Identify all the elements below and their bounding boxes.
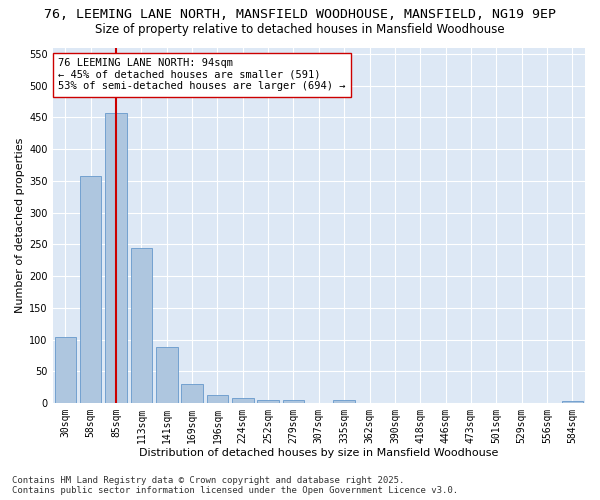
Text: 76 LEEMING LANE NORTH: 94sqm
← 45% of detached houses are smaller (591)
53% of s: 76 LEEMING LANE NORTH: 94sqm ← 45% of de… [58,58,346,92]
Bar [131,248,152,403]
Bar [257,400,279,403]
Text: Contains HM Land Registry data © Crown copyright and database right 2025.
Contai: Contains HM Land Registry data © Crown c… [12,476,458,495]
Bar [181,384,203,403]
Bar [55,336,76,403]
Bar [562,400,583,403]
Bar [156,348,178,403]
Bar [232,398,254,403]
X-axis label: Distribution of detached houses by size in Mansfield Woodhouse: Distribution of detached houses by size … [139,448,499,458]
Bar [105,113,127,403]
Bar [80,176,101,403]
Text: Size of property relative to detached houses in Mansfield Woodhouse: Size of property relative to detached ho… [95,22,505,36]
Text: 76, LEEMING LANE NORTH, MANSFIELD WOODHOUSE, MANSFIELD, NG19 9EP: 76, LEEMING LANE NORTH, MANSFIELD WOODHO… [44,8,556,20]
Y-axis label: Number of detached properties: Number of detached properties [15,138,25,313]
Bar [283,400,304,403]
Bar [334,400,355,403]
Bar [206,395,228,403]
